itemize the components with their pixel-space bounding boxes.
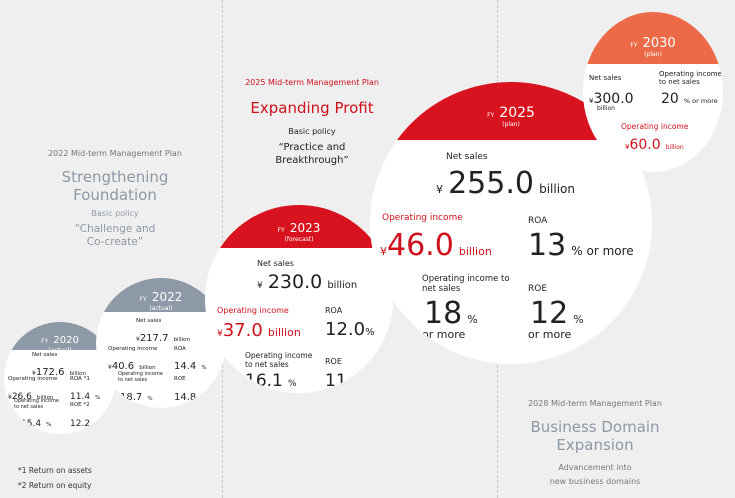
fy2023-roe-label: ROE	[325, 357, 342, 366]
fy2025-margin-label: Operating income to net sales	[422, 274, 510, 294]
fy2030-op-income-label: Operating income	[621, 122, 689, 131]
fy2030-year: FY 2030 (plan)	[630, 36, 676, 58]
fy2022-op-income: ¥40.6 billion	[108, 361, 156, 372]
plan-2022-policy-label: Basic policy	[91, 209, 139, 218]
fy2022-header	[96, 278, 226, 312]
fy2022-circle: FY 2022 (actual) Net sales ¥217.7 billio…	[96, 278, 226, 408]
fy2025-roe: 12 %	[530, 296, 584, 331]
plan-2028-desc-line2: new business domains	[549, 477, 641, 486]
fy2020-roe: 12.2 %	[70, 419, 101, 429]
fy2020-roe-label: ROE *2	[70, 402, 90, 408]
fy2025-roa-label: ROA	[528, 216, 548, 226]
fy2030-net-sales-billion: billion	[597, 105, 615, 112]
fy2023-roa: 12.0%	[325, 319, 375, 340]
fy2025-op-income-label: Operating income	[382, 213, 463, 223]
fy2020-op-income: ¥26.6 billion	[8, 392, 54, 402]
fy2022-op-income-label: Operating income	[108, 346, 158, 352]
fy2025-roa: 13 % or more	[528, 228, 634, 263]
fy2030-circle: FY 2030 (plan) Net sales ¥300.0 billion …	[583, 12, 723, 172]
plan-2028-title-line2: Expansion	[556, 436, 634, 454]
fy2025-margin: 18 %	[424, 296, 478, 331]
fy2023-net-sales: ¥ 230.0 billion	[257, 271, 358, 293]
fy2025-year: FY 2025 (plan)	[487, 105, 535, 128]
plan-2028-label: 2028 Mid-term Management Plan	[528, 399, 662, 408]
fy2023-circle: FY 2023 (forecast) Net sales ¥ 230.0 bil…	[205, 205, 393, 393]
plan-2022-policy-line2: Co-create”	[86, 236, 144, 248]
fy2022-margin: 18.7 %	[120, 392, 153, 403]
fy2025-net-sales-label: Net sales	[446, 152, 488, 162]
plan-2022-policy-line1: “Challenge and	[74, 223, 156, 235]
footnote-1: *1 Return on assets	[18, 466, 92, 475]
fy2022-roa-label: ROA	[174, 346, 186, 352]
fy2022-year: FY 2022 (actual)	[139, 290, 183, 312]
plan-2022-title-line1: Strengthening	[61, 168, 169, 186]
plan-2025-policy-label: Basic policy	[288, 127, 336, 136]
fy2030-header	[583, 12, 723, 64]
fy2023-roe: 11.6%	[325, 371, 373, 391]
fy2022-roa: 14.4 %	[174, 361, 207, 372]
plan-2028-title-line1: Business Domain	[530, 418, 660, 436]
fy2020-net-sales-label: Net sales	[32, 352, 58, 358]
fy2020-roa-label: ROA *1	[70, 376, 90, 382]
plan-2025-label: 2025 Mid-term Management Plan	[245, 78, 379, 87]
fy2030-margin-label: Operating income to net sales	[659, 70, 722, 86]
fy2025-margin-or-more: or more	[422, 328, 466, 341]
fy2025-roe-or-more: or more	[528, 328, 572, 341]
fy2020-year: FY 2020 (actual)	[41, 335, 79, 354]
fy2030-margin: 20 % or more	[661, 91, 718, 107]
fy2023-net-sales-label: Net sales	[257, 259, 294, 268]
fy2020-op-income-label: Operating income	[8, 376, 58, 382]
fy2030-net-sales: ¥300.0	[589, 91, 634, 107]
fy2023-header	[205, 205, 393, 248]
plan-2022-title-line2: Foundation	[73, 186, 157, 204]
fy2023-margin-label: Operating income to net sales	[245, 351, 313, 369]
footnote-2: *2 Return on equity	[18, 481, 92, 490]
fy2030-op-income: ¥60.0 billion	[625, 137, 684, 153]
fy2025-op-income: ¥46.0 billion	[380, 228, 492, 263]
fy2022-margin-label: Operating income to net sales	[118, 371, 163, 383]
fy2020-net-sales: ¥172.6 billion	[32, 367, 87, 378]
fy2020-roa: 11.4 %	[70, 392, 101, 402]
plan-2022-label: 2022 Mid-term Management Plan	[48, 149, 182, 158]
fy2020-margin: 15.4 %	[21, 419, 52, 429]
fy2030-net-sales-label: Net sales	[589, 74, 622, 82]
fy2022-roe: 14.8 %	[174, 392, 207, 403]
fy2020-margin-label: Operating income to net sales	[14, 398, 59, 410]
fy2023-roa-label: ROA	[325, 306, 343, 315]
fy2023-op-income: ¥37.0 billion	[217, 320, 301, 341]
fy2023-year: FY 2023 (forecast)	[277, 221, 321, 243]
fy2022-net-sales-label: Net sales	[136, 318, 162, 324]
plan-2028-desc-line1: Advancement into	[558, 463, 632, 472]
plan-2025-policy-line2: Breakthrough”	[275, 155, 349, 166]
fy2023-op-income-label: Operating income	[217, 306, 289, 315]
fy2022-roe-label: ROE	[174, 376, 186, 382]
fy2025-net-sales: ¥ 255.0 billion	[436, 166, 575, 201]
fy2022-net-sales: ¥217.7 billion	[136, 333, 191, 344]
plan-2025-title: Expanding Profit	[250, 99, 374, 117]
plan-2025-policy-line1: “Practice and	[278, 142, 346, 153]
fy2023-margin: 16.1 %	[245, 371, 297, 391]
fy2025-roe-label: ROE	[528, 284, 548, 294]
